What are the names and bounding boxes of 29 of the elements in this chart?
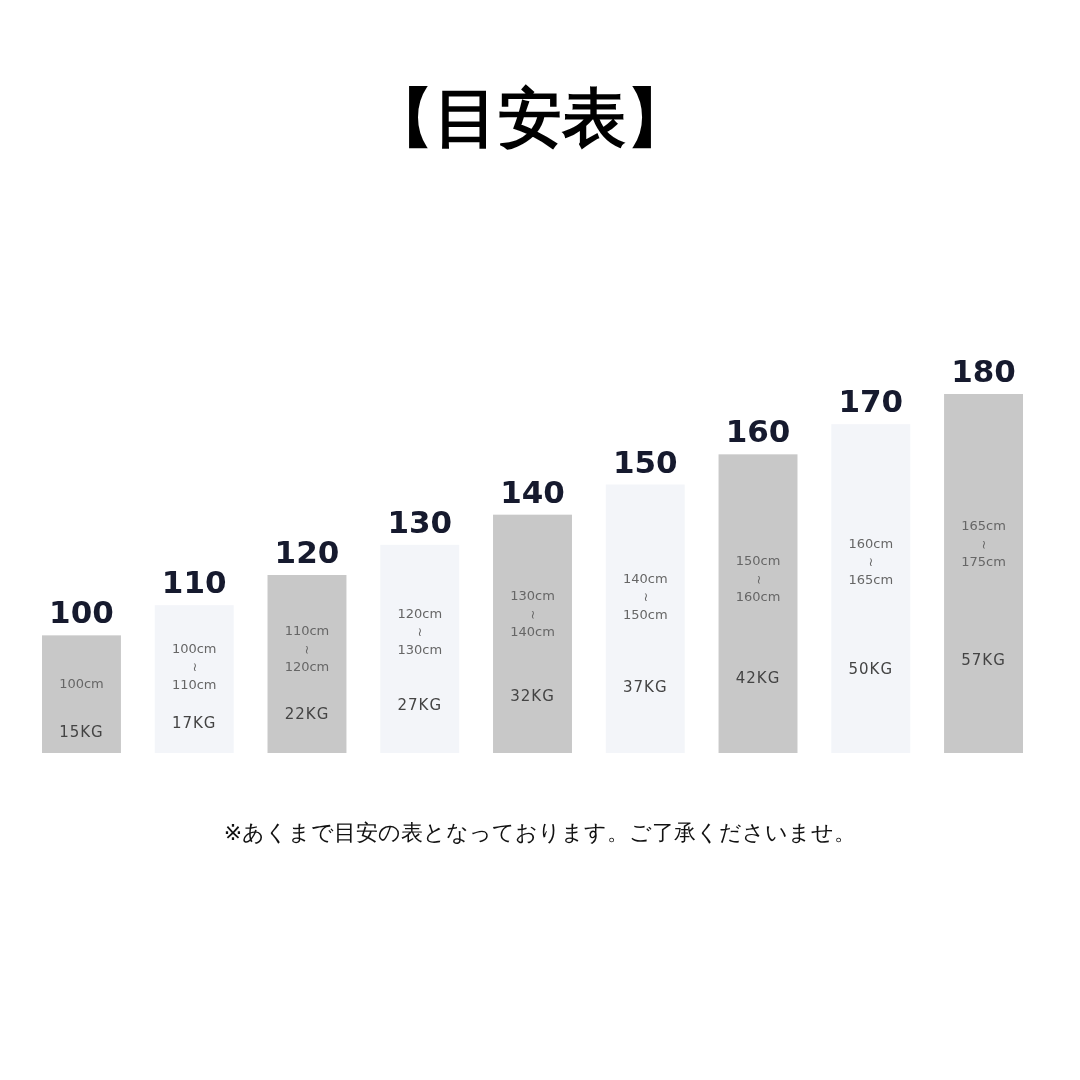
annotation: 57KG: [961, 650, 1006, 669]
x-tick-label: 165cm~175cm: [961, 518, 1006, 570]
annotation: 37KG: [622, 677, 668, 696]
data-label: 160: [725, 413, 791, 450]
x-tick-label: 160cm~165cm: [848, 535, 894, 587]
annotation: 42KG: [735, 668, 781, 687]
data-label: 170: [838, 383, 904, 420]
annotation: 17KG: [171, 714, 217, 733]
x-tick-label: 100cm: [59, 676, 104, 692]
x-tick-label: 100cm~110cm: [171, 640, 217, 692]
data-label: 150: [612, 443, 678, 480]
x-tick-label: 150cm~160cm: [735, 553, 781, 605]
chart-title: 【目安表】: [370, 81, 690, 155]
data-label: 100: [49, 594, 114, 631]
text: ※あくまで目安の表となっております。ご了承くださいませ。: [223, 820, 857, 845]
x-tick-label: 130cm~140cm: [510, 588, 555, 640]
data-label: 130: [387, 503, 453, 540]
annotation: 27KG: [397, 696, 443, 715]
data-label: 140: [500, 473, 565, 510]
data-label: 180: [951, 353, 1016, 389]
annotation: 22KG: [284, 705, 330, 724]
annotation: 32KG: [510, 687, 555, 705]
annotation: 50KG: [848, 659, 894, 678]
x-tick-label: 120cm~130cm: [397, 605, 443, 657]
data-label: 110: [161, 564, 227, 601]
x-tick-label: 110cm~120cm: [284, 623, 330, 675]
annotation: 15KG: [59, 723, 104, 742]
data-label: 120: [274, 534, 340, 571]
x-tick-label: 140cm~150cm: [622, 570, 668, 622]
